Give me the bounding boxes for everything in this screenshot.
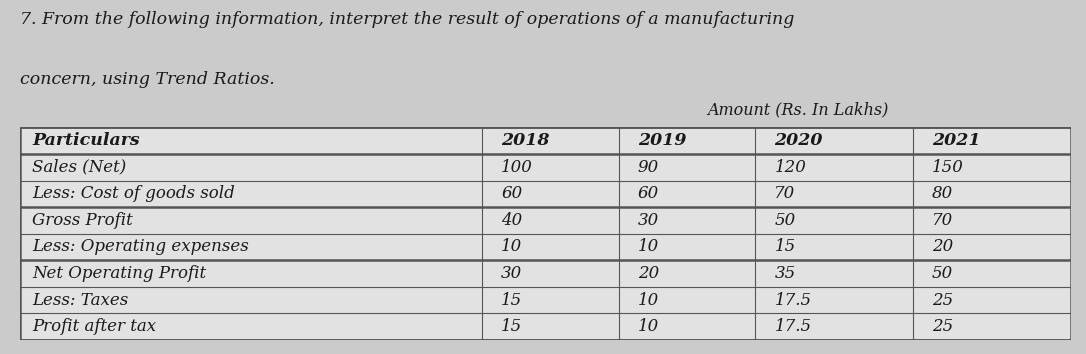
Text: Less: Taxes: Less: Taxes [33,291,128,309]
Bar [482,287,619,313]
Text: 20: 20 [932,238,954,256]
Text: 40: 40 [501,212,522,229]
Bar [913,313,1071,340]
Bar [913,181,1071,207]
Text: 80: 80 [932,185,954,202]
Text: 60: 60 [637,185,659,202]
Text: 150: 150 [932,159,964,176]
Bar [913,207,1071,234]
Text: 17.5: 17.5 [774,318,811,335]
Bar [20,313,482,340]
Text: 30: 30 [501,265,522,282]
Bar [913,260,1071,287]
Bar [619,260,756,287]
Bar [756,260,913,287]
Bar [20,154,482,181]
Bar [20,181,482,207]
Text: 15: 15 [774,238,796,256]
Text: 60: 60 [501,185,522,202]
Bar [619,234,756,260]
Text: 25: 25 [932,318,954,335]
Bar [756,127,913,154]
Text: Sales (Net): Sales (Net) [33,159,126,176]
Bar [619,207,756,234]
Bar [756,207,913,234]
Text: 10: 10 [637,238,659,256]
Bar [913,287,1071,313]
Text: 35: 35 [774,265,796,282]
Bar [913,154,1071,181]
Text: Amount (Rs. In Lakhs): Amount (Rs. In Lakhs) [707,102,889,119]
Bar [756,154,913,181]
Bar [482,260,619,287]
Bar [482,181,619,207]
Text: 25: 25 [932,291,954,309]
Bar [913,127,1071,154]
Text: 10: 10 [637,318,659,335]
Text: 10: 10 [501,238,522,256]
Bar [482,313,619,340]
Text: 30: 30 [637,212,659,229]
Text: Particulars: Particulars [33,132,140,149]
Text: 15: 15 [501,318,522,335]
Text: 70: 70 [932,212,954,229]
Text: concern, using Trend Ratios.: concern, using Trend Ratios. [20,71,275,88]
Text: 50: 50 [774,212,796,229]
Bar [20,207,482,234]
Text: Net Operating Profit: Net Operating Profit [33,265,206,282]
Text: 2020: 2020 [774,132,823,149]
Text: 2021: 2021 [932,132,981,149]
Bar [619,287,756,313]
Bar [619,127,756,154]
Bar [20,260,482,287]
Bar [482,207,619,234]
Text: Gross Profit: Gross Profit [33,212,132,229]
Bar [913,234,1071,260]
Text: 90: 90 [637,159,659,176]
Bar [619,154,756,181]
Bar [756,181,913,207]
Bar [619,313,756,340]
Text: 17.5: 17.5 [774,291,811,309]
Text: 2019: 2019 [637,132,686,149]
Text: 50: 50 [932,265,954,282]
Text: 20: 20 [637,265,659,282]
Text: 70: 70 [774,185,796,202]
Bar [482,127,619,154]
Bar [482,234,619,260]
Text: 120: 120 [774,159,806,176]
Bar [756,313,913,340]
Bar [756,287,913,313]
Bar [20,234,482,260]
Text: Profit after tax: Profit after tax [33,318,156,335]
Text: Less: Operating expenses: Less: Operating expenses [33,238,249,256]
Text: 15: 15 [501,291,522,309]
Text: 2018: 2018 [501,132,550,149]
Bar [20,127,482,154]
Bar [482,154,619,181]
Bar [20,287,482,313]
Bar [756,234,913,260]
Text: Less: Cost of goods sold: Less: Cost of goods sold [33,185,235,202]
Bar [619,181,756,207]
Text: 100: 100 [501,159,533,176]
Text: 10: 10 [637,291,659,309]
Text: 7. From the following information, interpret the result of operations of a manuf: 7. From the following information, inter… [20,11,794,28]
